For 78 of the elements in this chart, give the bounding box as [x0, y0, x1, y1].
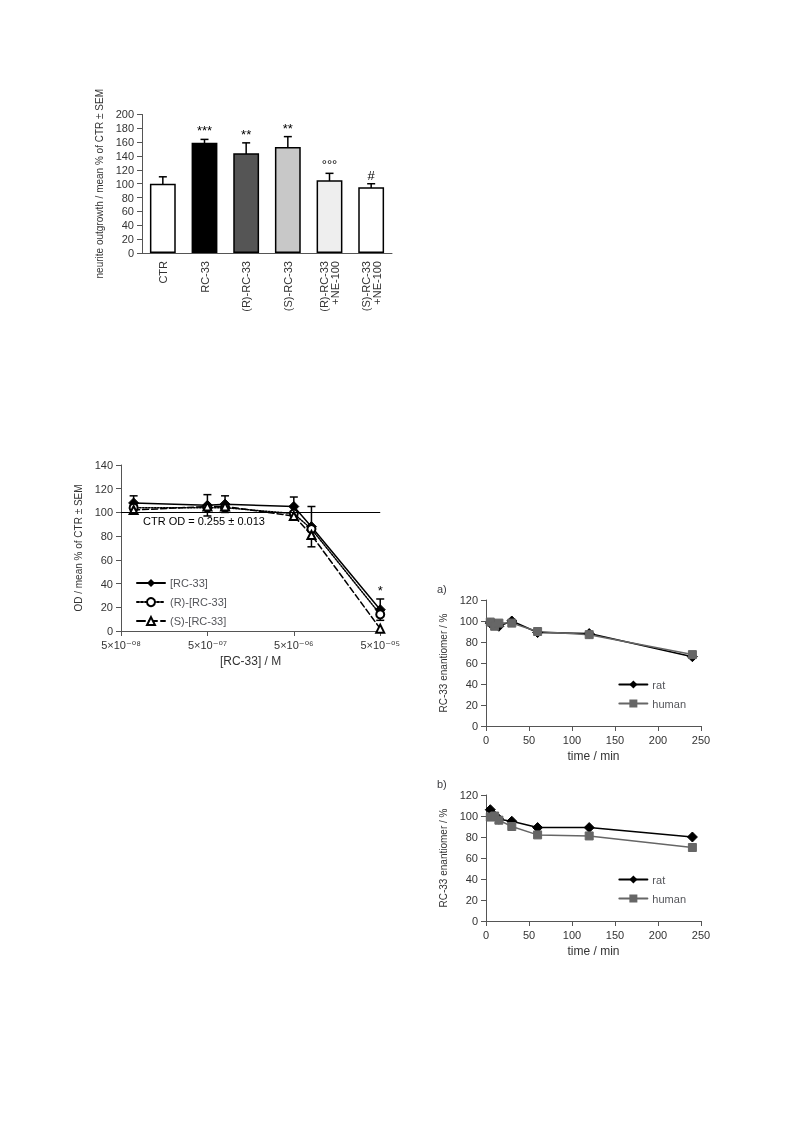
y-tick-label: 120 [115, 163, 134, 176]
y-tick-label: 80 [121, 191, 134, 204]
annotation: ** [282, 120, 293, 136]
x-tick-label: 250 [691, 733, 711, 746]
annotation: # [367, 167, 376, 183]
x-tick-label: 150 [605, 733, 625, 746]
x-tick-label: 150 [605, 928, 625, 941]
chart-title: a) [437, 582, 447, 595]
x-tick-label: 200 [648, 733, 668, 746]
y-tick-label: 60 [121, 205, 134, 218]
y-tick-label: 20 [121, 233, 134, 246]
x-tick-label: (S)-RC-33 [281, 261, 294, 312]
y-tick-label: 100 [115, 177, 134, 190]
y-tick-label: 40 [465, 873, 478, 885]
y-tick-label: 40 [121, 219, 134, 232]
chart-title: b) [437, 777, 447, 790]
y-tick-label: 120 [459, 594, 478, 606]
x-axis-title: time / min [567, 749, 620, 763]
y-tick-label: 140 [115, 150, 134, 163]
annotation: *** [196, 123, 213, 139]
y-axis-title: OD / mean % of CTR ± SEM [73, 484, 85, 612]
y-tick-label: 0 [127, 247, 134, 259]
x-tick-label: 5×10⁻⁰⁵ [360, 638, 400, 651]
legend-label: rat [652, 873, 666, 886]
legend-label: (R)-[RC-33] [170, 596, 227, 609]
y-axis-title: RC-33 enantiomer / % [438, 808, 450, 908]
annotation: ** [241, 126, 252, 142]
y-tick-label: 20 [465, 699, 478, 711]
y-tick-label: 200 [115, 108, 134, 121]
annotation: CTR OD = 0.255 ± 0.013 [143, 514, 265, 527]
y-axis-title: RC-33 enantiomer / % [438, 613, 450, 713]
x-tick-label: 200 [648, 928, 668, 941]
y-axis-title: neurite outgrowth / mean % of CTR ± SEM [94, 89, 106, 279]
y-tick-label: 120 [94, 482, 113, 495]
y-tick-label: 60 [465, 852, 478, 864]
x-tick-label: 100 [562, 928, 582, 941]
x-tick-label: 250 [691, 928, 711, 941]
y-tick-label: 20 [100, 601, 113, 614]
legend-label: human [652, 892, 687, 905]
y-tick-label: 80 [465, 636, 478, 648]
y-tick-label: 60 [100, 553, 113, 566]
y-tick-label: 120 [459, 789, 478, 801]
y-tick-label: 140 [94, 459, 113, 471]
x-tick-label: (R)-RC-33 +NE-100 [318, 261, 341, 312]
annotation: * [377, 582, 383, 598]
y-tick-label: 100 [94, 506, 113, 519]
x-axis-title: time / min [567, 944, 620, 958]
x-tick-label: RC-33 [198, 261, 211, 293]
x-tick-label: 0 [482, 928, 490, 941]
annotation: °°° [321, 157, 338, 173]
y-tick-label: 100 [459, 810, 478, 822]
x-axis-title: [RC-33] / M [219, 654, 282, 668]
y-tick-label: 0 [471, 915, 478, 927]
y-tick-label: 40 [100, 577, 113, 590]
legend-label: human [652, 697, 687, 710]
y-tick-label: 40 [465, 678, 478, 690]
x-tick-label: 5×10⁻⁰⁸ [101, 638, 141, 651]
legend-label: [RC-33] [170, 577, 208, 590]
y-tick-label: 0 [471, 720, 478, 732]
x-tick-label: 100 [562, 733, 582, 746]
x-tick-label: CTR [156, 260, 169, 284]
y-tick-label: 0 [106, 625, 113, 637]
y-tick-label: 60 [465, 657, 478, 669]
y-tick-label: 100 [459, 615, 478, 627]
x-tick-label: 5×10⁻⁰⁷ [187, 638, 227, 651]
y-tick-label: 80 [465, 831, 478, 843]
x-tick-label: 0 [482, 733, 490, 746]
y-tick-label: 160 [115, 136, 134, 149]
x-tick-label: (S)-RC-33 +NE-100 [359, 261, 383, 312]
y-tick-label: 80 [100, 530, 113, 543]
x-tick-label: (R)-RC-33 [240, 261, 253, 312]
y-tick-label: 180 [115, 122, 134, 135]
x-tick-label: 50 [522, 733, 536, 746]
legend-label: (S)-[RC-33] [170, 615, 227, 628]
y-tick-label: 20 [465, 894, 478, 906]
x-tick-label: 5×10⁻⁰⁶ [274, 638, 314, 651]
legend-label: rat [652, 678, 666, 691]
x-tick-label: 50 [522, 928, 536, 941]
